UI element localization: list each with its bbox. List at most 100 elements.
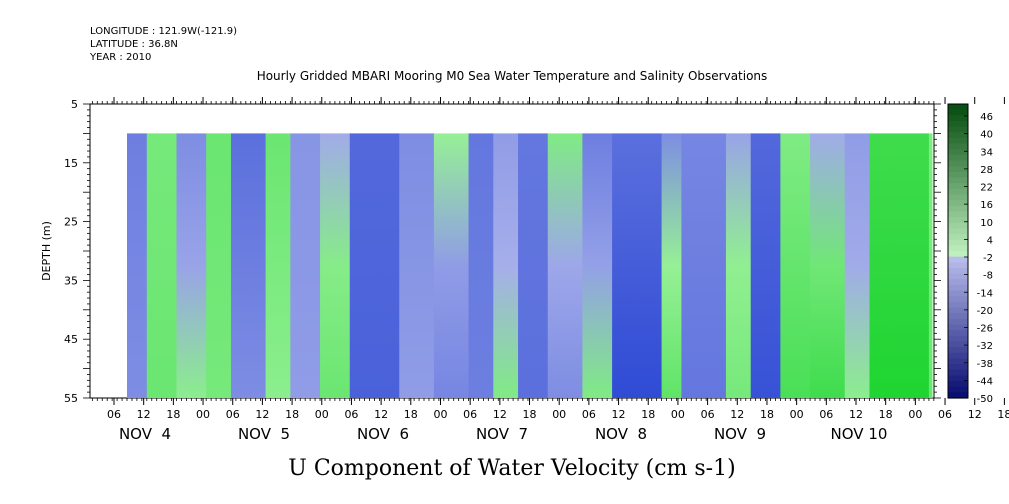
colorbar-swatch (948, 358, 968, 365)
colorbar-swatch (948, 228, 968, 235)
heatmap-cell (612, 133, 663, 398)
colorbar-swatch (948, 188, 968, 196)
heatmap-cell (810, 133, 846, 398)
heatmap-cell (681, 133, 727, 398)
colorbar-label: 34 (980, 147, 993, 158)
colorbar-swatch (948, 307, 968, 314)
y-tick-label: 5 (71, 98, 78, 111)
colorbar-swatch (948, 296, 968, 303)
x-hour-tick-label: 18 (404, 408, 418, 421)
colorbar: 46 40 34 28 22 16 10 4 -2 -8 -14 -20 -26 -32 -38 -44 -50 (947, 103, 993, 405)
colorbar-swatch (948, 120, 968, 128)
colorbar-label: -8 (983, 271, 993, 282)
heatmap-cell (146, 133, 177, 398)
colorbar-swatch (948, 177, 968, 184)
colorbar-swatch (948, 335, 968, 343)
colorbar-swatch (948, 239, 968, 246)
colorbar-swatch (948, 324, 968, 331)
heatmap-cell (399, 133, 435, 398)
colorbar-swatch (948, 256, 968, 263)
heatmap-cell (176, 133, 207, 398)
y-tick-label: 15 (64, 157, 78, 170)
colorbar-swatch (948, 160, 968, 167)
heatmap-cell (547, 133, 583, 398)
colorbar-label: -14 (977, 288, 993, 299)
colorbar-label: 46 (980, 112, 993, 123)
colorbar-swatch (948, 369, 968, 376)
colorbar-swatch (948, 262, 968, 269)
colorbar-label: -44 (977, 376, 993, 387)
x-day-label: NOV 8 (595, 425, 647, 443)
heatmap-cell (320, 133, 351, 398)
x-hour-tick-label: 12 (968, 408, 982, 421)
colorbar-label: 28 (980, 165, 993, 176)
x-hour-tick-label: 00 (790, 408, 804, 421)
x-day-label: NOV 6 (357, 425, 409, 443)
x-hour-tick-label: 12 (137, 408, 151, 421)
x-hour-tick-label: 06 (463, 408, 477, 421)
colorbar-label: -50 (977, 394, 993, 405)
colorbar-swatch (948, 194, 968, 201)
heatmap-cell (750, 133, 781, 398)
longitude-label: LONGITUDE : 121.9W(-121.9) (90, 26, 237, 37)
colorbar-swatch (948, 386, 968, 393)
y-tick-label: 35 (64, 274, 78, 287)
colorbar-label: -20 (977, 306, 993, 317)
colorbar-swatch (948, 341, 968, 348)
y-tick-label: 25 (64, 216, 78, 229)
colorbar-swatch (948, 211, 968, 218)
heatmap-cell (290, 133, 321, 398)
heatmap-cell (869, 133, 930, 398)
x-hour-tick-label: 12 (493, 408, 507, 421)
colorbar-swatch (948, 205, 968, 213)
colorbar-label: -26 (977, 324, 993, 335)
colorbar-swatch (948, 115, 968, 122)
colorbar-swatch (948, 132, 968, 139)
colorbar-swatch (948, 364, 968, 371)
colorbar-swatch (948, 375, 968, 382)
x-hour-tick-label: 06 (938, 408, 952, 421)
colorbar-label: 40 (980, 130, 993, 141)
colorbar-swatch (948, 318, 968, 326)
year-label: YEAR : 2010 (90, 52, 152, 63)
x-hour-tick-label: 18 (997, 408, 1009, 421)
colorbar-swatch (948, 381, 968, 388)
x-hour-tick-label: 12 (255, 408, 269, 421)
colorbar-swatch (948, 171, 968, 179)
colorbar-swatch (948, 251, 968, 258)
x-hour-tick-label: 18 (523, 408, 537, 421)
x-hour-tick-label: 18 (285, 408, 299, 421)
heatmap-cell (928, 133, 933, 398)
heatmap-cell (725, 133, 752, 398)
x-hour-tick-label: 06 (701, 408, 715, 421)
colorbar-swatch (948, 392, 968, 399)
x-hour-tick-label: 00 (433, 408, 447, 421)
colorbar-swatch (948, 200, 968, 207)
heatmap-cell (349, 133, 400, 398)
heatmap-cell (661, 133, 682, 398)
x-hour-tick-label: 18 (879, 408, 893, 421)
x-hour-tick-label: 18 (166, 408, 180, 421)
heatmap-cell (582, 133, 613, 398)
colorbar-swatch (948, 234, 968, 241)
colorbar-label: 4 (987, 235, 993, 246)
latitude-label: LATITUDE : 36.8N (90, 39, 178, 50)
x-axis-label: U Component of Water Velocity (cm s-1) (288, 456, 735, 481)
colorbar-frame (947, 103, 969, 399)
x-hour-tick-label: 06 (226, 408, 240, 421)
x-hour-tick-label: 00 (908, 408, 922, 421)
colorbar-swatch (948, 290, 968, 297)
colorbar-swatch (948, 217, 968, 224)
x-day-label: NOV 10 (831, 425, 888, 443)
heatmap-cell (127, 133, 148, 398)
colorbar-swatch (948, 313, 968, 320)
x-hour-tick-label: 12 (374, 408, 388, 421)
heatmap-cell (518, 133, 549, 398)
x-day-label: NOV 5 (238, 425, 290, 443)
colorbar-label: 10 (980, 218, 993, 229)
colorbar-swatch (948, 245, 968, 252)
heatmap-layer (127, 133, 933, 398)
colorbar-swatch (948, 154, 968, 162)
y-axis-label: DEPTH (m) (40, 221, 53, 281)
